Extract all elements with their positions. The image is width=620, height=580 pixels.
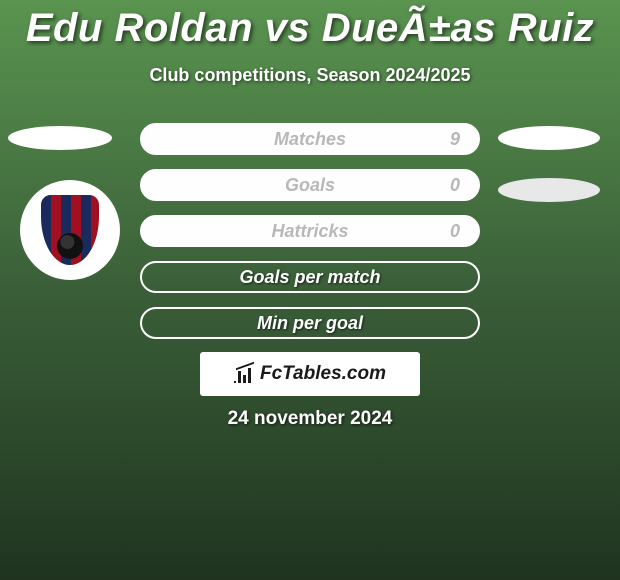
page-title: Edu Roldan vs DueÃ±as Ruiz — [0, 0, 620, 51]
crest-ball-icon — [57, 233, 83, 259]
chart-bar-icon — [234, 365, 256, 383]
fctables-logo[interactable]: FcTables.com — [200, 352, 420, 396]
crest-shield-icon — [41, 195, 99, 265]
subtitle: Club competitions, Season 2024/2025 — [0, 65, 620, 86]
player1-ellipse — [8, 126, 112, 150]
stat-label: Hattricks — [142, 221, 478, 242]
stat-bar-min-per-goal: Min per goal — [140, 307, 480, 339]
stat-bar-goals-per-match: Goals per match — [140, 261, 480, 293]
stat-bar-goals: Goals0 — [140, 169, 480, 201]
player2-ellipse-2 — [498, 178, 600, 202]
stat-label: Goals — [142, 175, 478, 196]
stat-bar-matches: Matches9 — [140, 123, 480, 155]
stat-value: 0 — [450, 175, 460, 196]
stat-label: Goals per match — [142, 267, 478, 288]
player2-ellipse — [498, 126, 600, 150]
stat-label: Min per goal — [142, 313, 478, 334]
logo-text: FcTables.com — [260, 363, 386, 385]
stat-value: 0 — [450, 221, 460, 242]
club-crest — [20, 180, 120, 280]
stat-value: 9 — [450, 129, 460, 150]
stat-label: Matches — [142, 129, 478, 150]
date-text: 24 november 2024 — [0, 408, 620, 430]
stat-bar-hattricks: Hattricks0 — [140, 215, 480, 247]
